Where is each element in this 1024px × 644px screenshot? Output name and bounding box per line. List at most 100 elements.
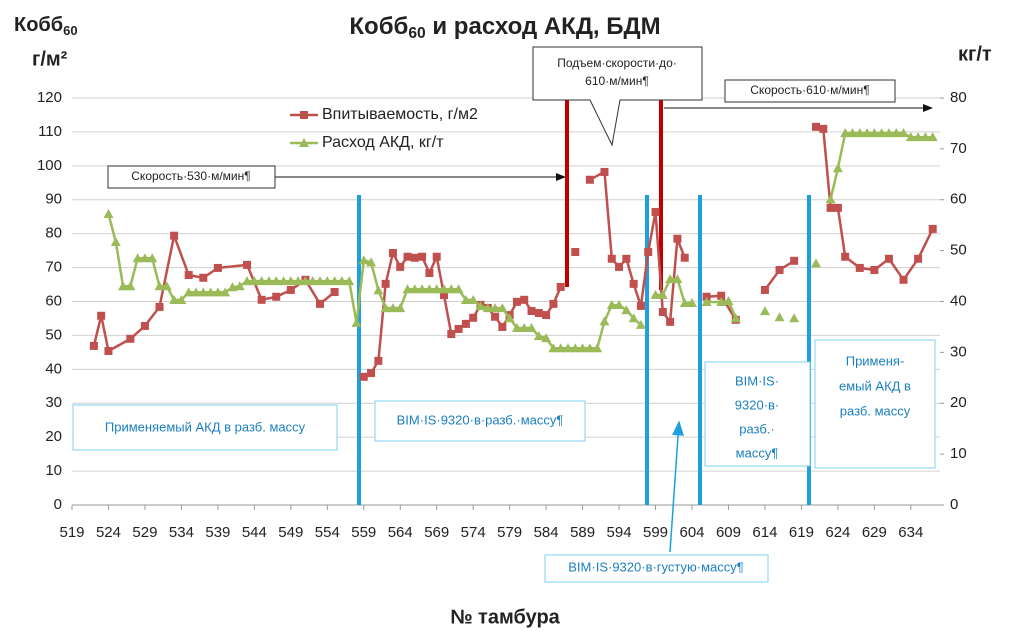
annotation-box (704, 361, 811, 467)
data-point (825, 194, 836, 204)
data-point (286, 285, 295, 294)
y-tick-label: 80 (45, 225, 62, 242)
data-point (549, 299, 558, 308)
y2-tick-label: 50 (950, 242, 967, 259)
y-axis-title: г/м² (32, 48, 68, 70)
data-point (876, 128, 887, 138)
data-point (673, 234, 682, 243)
legend-marker (299, 138, 309, 147)
data-point (519, 322, 530, 332)
x-tick-label: 524 (96, 524, 121, 541)
data-point (417, 284, 428, 294)
x-tick-label: 539 (205, 524, 230, 541)
data-point (227, 282, 238, 292)
data-point (97, 311, 106, 320)
data-point (862, 128, 873, 138)
data-point (716, 297, 727, 307)
data-point (170, 231, 179, 240)
y-axis-title-sub: 60 (63, 23, 77, 38)
data-point (403, 252, 412, 261)
data-point (344, 276, 355, 286)
data-point (330, 288, 339, 297)
data-point (847, 128, 858, 138)
x-tick-label: 619 (789, 524, 814, 541)
data-point (110, 236, 121, 246)
annotation-text: разб.· (739, 421, 775, 436)
data-point (512, 297, 521, 306)
data-point (898, 128, 909, 138)
data-point (629, 279, 638, 288)
data-point (819, 124, 828, 133)
data-point (199, 273, 208, 282)
data-point (431, 284, 442, 294)
x-tick-label: 589 (570, 524, 595, 541)
data-point (584, 343, 595, 353)
data-point (571, 247, 580, 256)
x-tick-label: 529 (132, 524, 157, 541)
y-tick-label: 20 (45, 428, 62, 445)
data-point (147, 253, 158, 263)
data-point (367, 369, 376, 378)
data-point (920, 132, 931, 142)
y-tick-label: 100 (37, 157, 62, 174)
data-point (418, 252, 427, 261)
data-point (774, 312, 785, 322)
annotation-text: Применя- (846, 353, 905, 368)
chart-title-part: и расход АКД, БДМ (426, 13, 661, 40)
annotation-text: Скорость·610·м/мин¶ (750, 83, 869, 97)
annotation-shapes (72, 46, 936, 583)
data-point (534, 309, 543, 318)
data-point (454, 324, 463, 333)
y2-axis-title: кг/т (958, 43, 992, 65)
y-tick-label: 60 (45, 292, 62, 309)
data-point (263, 276, 274, 286)
x-tick-label: 549 (278, 524, 303, 541)
data-point (928, 224, 937, 233)
data-point (644, 247, 653, 256)
data-point (723, 295, 734, 305)
data-point (883, 128, 894, 138)
data-point (104, 347, 113, 356)
data-point (300, 276, 311, 286)
data-point (526, 322, 537, 332)
data-point (606, 300, 617, 310)
x-tick-label: 604 (679, 524, 704, 541)
data-point (636, 301, 645, 310)
data-point (387, 303, 398, 313)
data-point (460, 294, 471, 304)
data-point (600, 167, 609, 176)
data-point (840, 128, 851, 138)
data-point (272, 292, 281, 301)
annotation-text: 610·м/мин¶ (585, 74, 649, 88)
x-tick-label: 629 (862, 524, 887, 541)
x-tick-label: 609 (716, 524, 741, 541)
data-point (621, 305, 632, 315)
data-point (657, 289, 668, 299)
annotation-box (544, 554, 769, 583)
x-tick-label: 569 (424, 524, 449, 541)
data-point (388, 248, 397, 257)
data-point (351, 317, 362, 327)
annotation-text: BIM·IS·9320·в·разб.·массу¶ (397, 412, 564, 427)
x-tick-label: 574 (461, 524, 486, 541)
data-point (381, 279, 390, 288)
data-point (453, 284, 464, 294)
chart-title-part: Кобб (349, 13, 408, 40)
y-axis-title-part: Кобб (14, 14, 63, 36)
data-point (556, 282, 565, 291)
data-point (395, 303, 406, 313)
data-point (234, 281, 245, 291)
data-point (89, 341, 98, 350)
x-tick-label: 579 (497, 524, 522, 541)
data-point (622, 254, 631, 263)
y-axis-title: Кобб60 (14, 14, 78, 38)
data-point (854, 128, 865, 138)
data-point (790, 256, 799, 265)
x-tick-label: 544 (242, 524, 267, 541)
annotation-text: BIM·IS· (735, 373, 779, 388)
data-point (132, 253, 143, 263)
data-point (730, 313, 741, 323)
data-point (446, 284, 457, 294)
data-point (140, 321, 149, 330)
data-point (548, 343, 559, 353)
